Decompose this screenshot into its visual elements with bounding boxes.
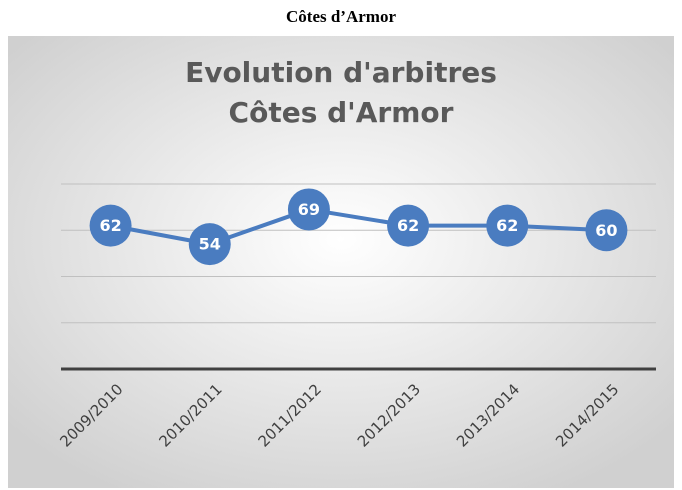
data-label: 62 — [99, 216, 121, 235]
data-point — [188, 223, 231, 266]
data-point — [585, 209, 628, 252]
data-label: 60 — [595, 221, 617, 240]
data-point — [387, 204, 430, 247]
data-label: 69 — [298, 200, 320, 219]
chart-title: Evolution d'arbitres — [185, 56, 497, 89]
data-label: 54 — [199, 235, 221, 254]
data-point — [486, 204, 529, 247]
data-label: 62 — [496, 216, 518, 235]
chart-title: Côtes d'Armor — [229, 96, 454, 129]
data-point — [89, 204, 132, 247]
document-title: Côtes d’Armor — [286, 7, 396, 26]
data-label: 62 — [397, 216, 419, 235]
data-point — [287, 188, 330, 231]
chart-background — [8, 36, 674, 488]
